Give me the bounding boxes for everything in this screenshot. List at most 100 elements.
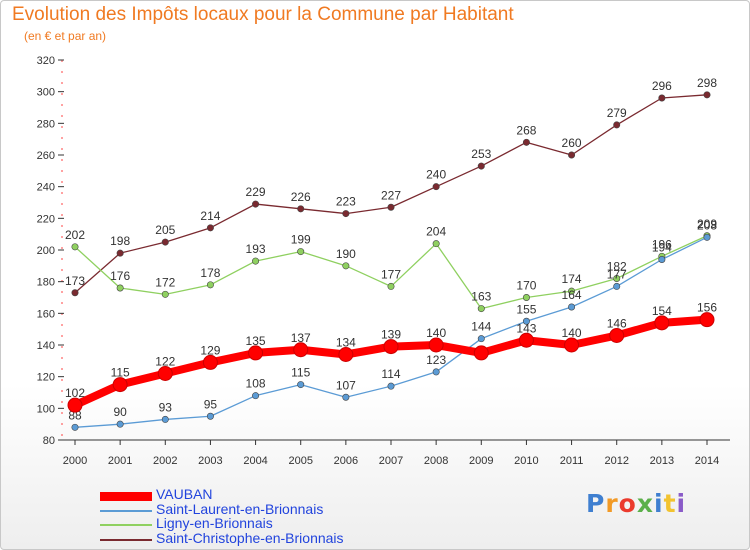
series-4-data-label: 298 <box>697 76 717 90</box>
series-4-data-label: 268 <box>516 123 536 137</box>
series-3-point <box>252 257 260 265</box>
series-4-point <box>71 289 79 297</box>
series-3-data-label: 163 <box>471 290 491 304</box>
legend-swatch <box>100 492 152 501</box>
series-2-data-label: 114 <box>381 367 400 381</box>
series-1-data-label: 129 <box>200 343 220 357</box>
proxiti-logo: Proxiti <box>586 489 687 518</box>
series-1-point <box>609 328 625 343</box>
series-2-point <box>477 335 485 343</box>
series-2-data-label: 107 <box>336 378 356 392</box>
series-3-data-label: 202 <box>65 228 85 242</box>
series-4-data-label: 279 <box>607 106 627 120</box>
series-1-data-label: 135 <box>246 334 266 348</box>
series-2-point <box>161 415 169 423</box>
series-2-data-label: 95 <box>204 397 218 411</box>
series-4-point <box>568 151 576 159</box>
series-4-point <box>477 162 485 170</box>
series-4-data-label: 240 <box>426 168 446 182</box>
series-3-point <box>568 287 576 295</box>
legend-swatch <box>100 509 152 512</box>
x-tick-label: 2004 <box>243 455 267 467</box>
series-2-point <box>342 393 350 401</box>
series-3-point <box>613 274 621 282</box>
series-2-data-label: 155 <box>516 302 536 316</box>
series-2-data-label: 108 <box>246 377 266 391</box>
series-4-point <box>297 205 305 213</box>
series-2-data-label: 115 <box>291 366 310 380</box>
series-1-data-label: 140 <box>562 326 582 340</box>
series-1-data-label: 139 <box>381 328 401 342</box>
series-2-data-label: 208 <box>697 218 717 232</box>
x-tick-label: 2012 <box>604 455 628 467</box>
series-1-data-label: 134 <box>336 336 356 350</box>
series-2-data-label: 90 <box>113 405 127 419</box>
series-1-data-label: 122 <box>155 355 175 369</box>
y-tick-label: 220 <box>37 213 55 225</box>
x-tick-label: 2014 <box>695 455 719 467</box>
series-4-data-label: 226 <box>291 190 311 204</box>
legend-swatch <box>100 538 152 541</box>
series-4-point <box>387 203 395 211</box>
series-3-point <box>71 243 79 251</box>
series-1-point <box>428 337 444 353</box>
series-2-point <box>432 368 440 376</box>
series-3-data-label: 204 <box>426 225 446 239</box>
y-tick-label: 140 <box>37 340 55 352</box>
series-4-data-label: 253 <box>471 147 491 161</box>
series-1-point <box>699 312 715 328</box>
series-2-point <box>658 255 666 263</box>
y-tick-label: 320 <box>37 55 55 67</box>
series-1-point <box>157 366 173 381</box>
series-3-data-label: 190 <box>336 247 356 261</box>
series-4-point <box>161 238 169 246</box>
legend-label: Ligny-en-Brionnais <box>156 515 273 531</box>
series-3-point <box>297 248 305 256</box>
series-2-point <box>297 381 305 389</box>
series-3-point <box>387 282 395 290</box>
series-1-data-label: 140 <box>426 326 446 340</box>
series-2-point <box>522 317 530 325</box>
chart-subtitle: (en € et par an) <box>24 29 107 43</box>
chart-title: Evolution des Impôts locaux pour la Comm… <box>12 4 514 25</box>
series-3-point <box>432 240 440 248</box>
series-2-data-label: 93 <box>159 400 173 414</box>
series-3-point <box>342 262 350 270</box>
series-4-point <box>116 249 124 257</box>
series-1-data-label: 146 <box>607 317 627 331</box>
x-tick-label: 2005 <box>288 455 312 467</box>
series-4-data-label: 296 <box>652 79 672 93</box>
series-1-point <box>202 354 218 370</box>
series-4-data-label: 205 <box>155 223 175 237</box>
series-4-point <box>522 138 530 146</box>
x-tick-label: 2001 <box>108 455 132 467</box>
series-2-data-label: 194 <box>652 241 672 255</box>
series-4-point <box>252 200 260 208</box>
series-3-point <box>477 305 485 313</box>
series-1-point <box>112 377 128 393</box>
legend-label: Saint-Laurent-en-Brionnais <box>156 500 324 517</box>
x-tick-label: 2002 <box>153 455 177 467</box>
series-4-point <box>703 91 711 99</box>
series-3-data-label: 178 <box>200 266 220 280</box>
series-1-point <box>293 342 309 358</box>
series-1-point <box>564 337 580 353</box>
series-4-point <box>658 94 666 102</box>
series-2-data-label: 164 <box>562 288 582 302</box>
series-1-data-label: 137 <box>291 331 311 345</box>
series-2-data-label: 144 <box>471 320 491 334</box>
series-1-point <box>518 332 534 348</box>
series-1-data-label: 154 <box>652 304 672 318</box>
series-4-point <box>342 210 350 218</box>
y-tick-label: 240 <box>37 182 55 194</box>
series-2-point <box>387 382 395 390</box>
y-tick-label: 160 <box>37 308 55 320</box>
series-1-point <box>654 315 670 331</box>
y-tick-label: 120 <box>37 372 55 384</box>
series-4-data-label: 229 <box>246 185 266 199</box>
series-3-data-label: 174 <box>562 272 582 286</box>
series-1-point <box>67 397 83 413</box>
y-tick-label: 280 <box>37 118 55 130</box>
x-tick-label: 2003 <box>198 455 222 467</box>
